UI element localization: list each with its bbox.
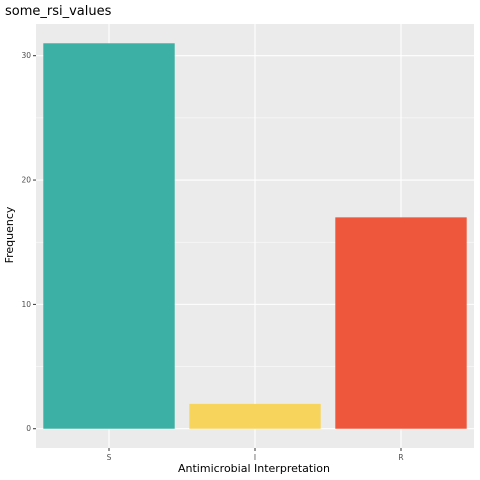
x-axis-title: Antimicrobial Interpretation bbox=[178, 462, 330, 475]
chart-title: some_rsi_values bbox=[5, 4, 112, 19]
bar-i bbox=[189, 403, 321, 429]
x-tick-label: I bbox=[254, 453, 256, 462]
y-tick-label: 30 bbox=[21, 51, 31, 60]
x-tick-label: S bbox=[107, 453, 112, 462]
bars bbox=[43, 43, 467, 429]
y-tick-label: 0 bbox=[26, 424, 31, 433]
y-axis-ticks: 0 10 20 30 bbox=[21, 51, 36, 433]
y-tick-label: 10 bbox=[21, 300, 31, 309]
y-tick-label: 20 bbox=[21, 176, 31, 185]
bar-s bbox=[43, 43, 175, 429]
x-tick-label: R bbox=[398, 453, 403, 462]
y-axis-title: Frequency bbox=[3, 206, 16, 263]
bar-r bbox=[335, 217, 467, 429]
